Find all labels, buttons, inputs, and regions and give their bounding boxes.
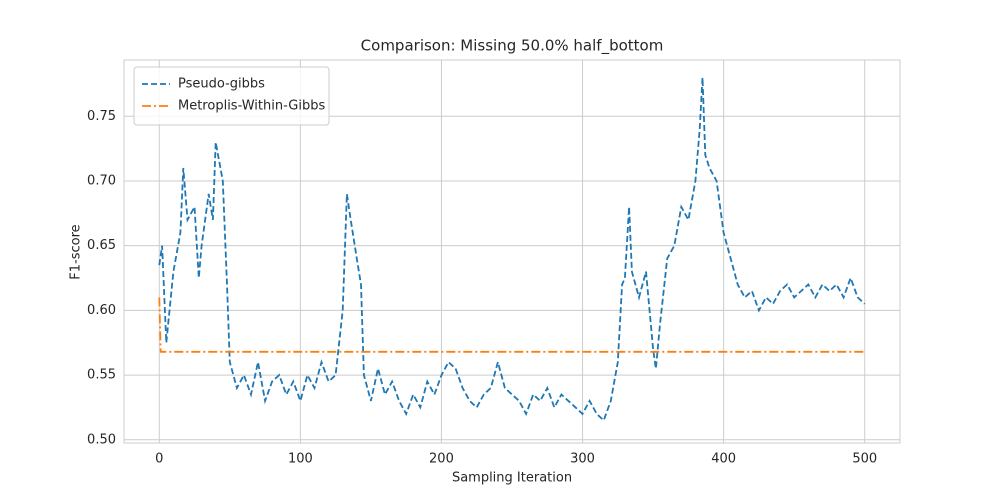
x-tick-label: 300	[570, 452, 595, 467]
y-tick-label: 0.65	[87, 238, 116, 253]
legend-box	[133, 66, 330, 126]
y-tick-label: 0.55	[87, 368, 116, 383]
data-line	[158, 77, 866, 422]
y-tick-label: 0.70	[87, 173, 116, 188]
x-tick-label: 0	[155, 452, 163, 467]
y-tick-label: 0.75	[87, 109, 116, 124]
y-tick-label: 0.50	[87, 432, 116, 447]
x-tick-label: 500	[852, 452, 877, 467]
legend-label: Metroplis-Within-Gibbs	[178, 99, 325, 114]
chart-title: Comparison: Missing 50.0% half_bottom	[361, 37, 664, 56]
plot-frame	[123, 59, 901, 444]
x-tick-label: 200	[429, 452, 454, 467]
y-tick-label: 0.60	[87, 303, 116, 318]
x-axis-label: Sampling Iteration	[452, 471, 572, 486]
x-tick-label: 400	[711, 452, 736, 467]
x-tick-label: 100	[288, 452, 313, 467]
y-axis-label: F1-score	[69, 224, 84, 279]
data-line	[158, 297, 865, 353]
legend-label: Pseudo-gibbs	[178, 77, 265, 92]
